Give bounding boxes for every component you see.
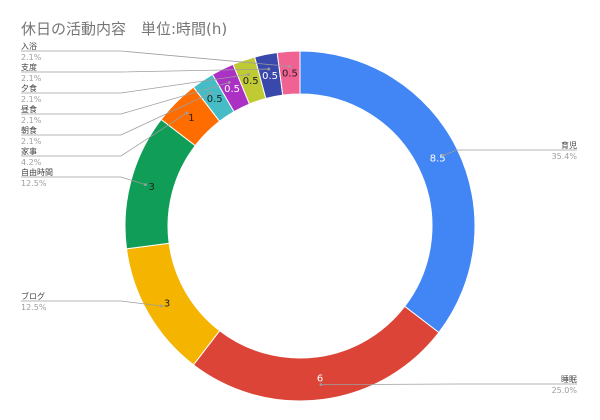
slice-3-category-label: ブログ	[21, 291, 45, 301]
slice-9-percent-label: 2.1%	[21, 74, 42, 83]
slice-8-value-label: 0.5	[243, 76, 259, 87]
slice-7-value-label: 0.5	[224, 84, 240, 95]
slice-10-category-label: 入浴	[21, 41, 37, 51]
slice-10-percent-label: 2.1%	[21, 53, 42, 62]
slice-6-category-label: 朝食	[21, 125, 37, 135]
slice-3-percent-label: 12.5%	[21, 303, 47, 312]
slice-7-percent-label: 2.1%	[21, 116, 42, 125]
chart-title: 休日の活動内容 単位:時間(h)	[21, 20, 227, 38]
slice-8-callout-line	[21, 74, 249, 94]
slice-2[interactable]	[192, 305, 440, 402]
slice-3-callout-line	[21, 300, 162, 307]
slice-2-percent-label: 25.0%	[552, 386, 578, 395]
slice-8-callout-dot	[247, 73, 250, 76]
slice-1[interactable]	[299, 50, 476, 334]
slice-8-category-label: 夕食	[21, 83, 37, 93]
slice-9-value-label: 0.5	[262, 71, 278, 82]
slice-7-callout-line	[21, 82, 230, 115]
slice-8-percent-label: 2.1%	[21, 95, 42, 104]
slice-9-callout-line	[21, 68, 269, 73]
slice-3[interactable]	[125, 242, 221, 366]
slice-5-percent-label: 4.2%	[21, 158, 42, 167]
slice-1-callout-line	[443, 149, 577, 156]
slice-5-category-label: 家事	[21, 146, 37, 156]
slice-4[interactable]	[124, 118, 196, 250]
slice-9-category-label: 支度	[21, 62, 37, 72]
slice-5-value-label: 1	[188, 113, 194, 124]
slice-4-value-label: 3	[149, 182, 155, 193]
slice-1-value-label: 8.5	[430, 154, 446, 165]
slice-4-percent-label: 12.5%	[21, 179, 47, 188]
slice-6-callout-line	[21, 92, 212, 136]
slice-1-percent-label: 35.4%	[552, 152, 578, 161]
slice-10[interactable]	[276, 50, 301, 96]
slice-10-value-label: 0.5	[282, 68, 298, 79]
slice-7-category-label: 昼食	[21, 104, 37, 114]
slice-10-callout-line	[21, 50, 290, 67]
slice-4-category-label: 自由時間	[21, 167, 53, 177]
slice-2-category-label: 睡眠	[561, 375, 577, 384]
slice-1-category-label: 育児	[561, 140, 577, 150]
slice-6-percent-label: 2.1%	[21, 137, 42, 146]
slice-3-callout-dot	[160, 304, 163, 308]
callouts-group: 育児35.4%睡眠25.0%ブログ12.5%自由時間12.5%家事4.2%朝食2…	[21, 41, 577, 395]
slice-2-value-label: 6	[317, 374, 323, 385]
slices-group	[124, 50, 476, 402]
slice-5-callout-line	[21, 112, 188, 157]
slice-2-callout-line	[320, 383, 577, 386]
slice-3-value-label: 3	[164, 298, 170, 309]
slice-4-callout-line	[21, 176, 146, 185]
slice-7-callout-dot	[227, 81, 231, 84]
slice-6-value-label: 0.5	[207, 94, 223, 105]
